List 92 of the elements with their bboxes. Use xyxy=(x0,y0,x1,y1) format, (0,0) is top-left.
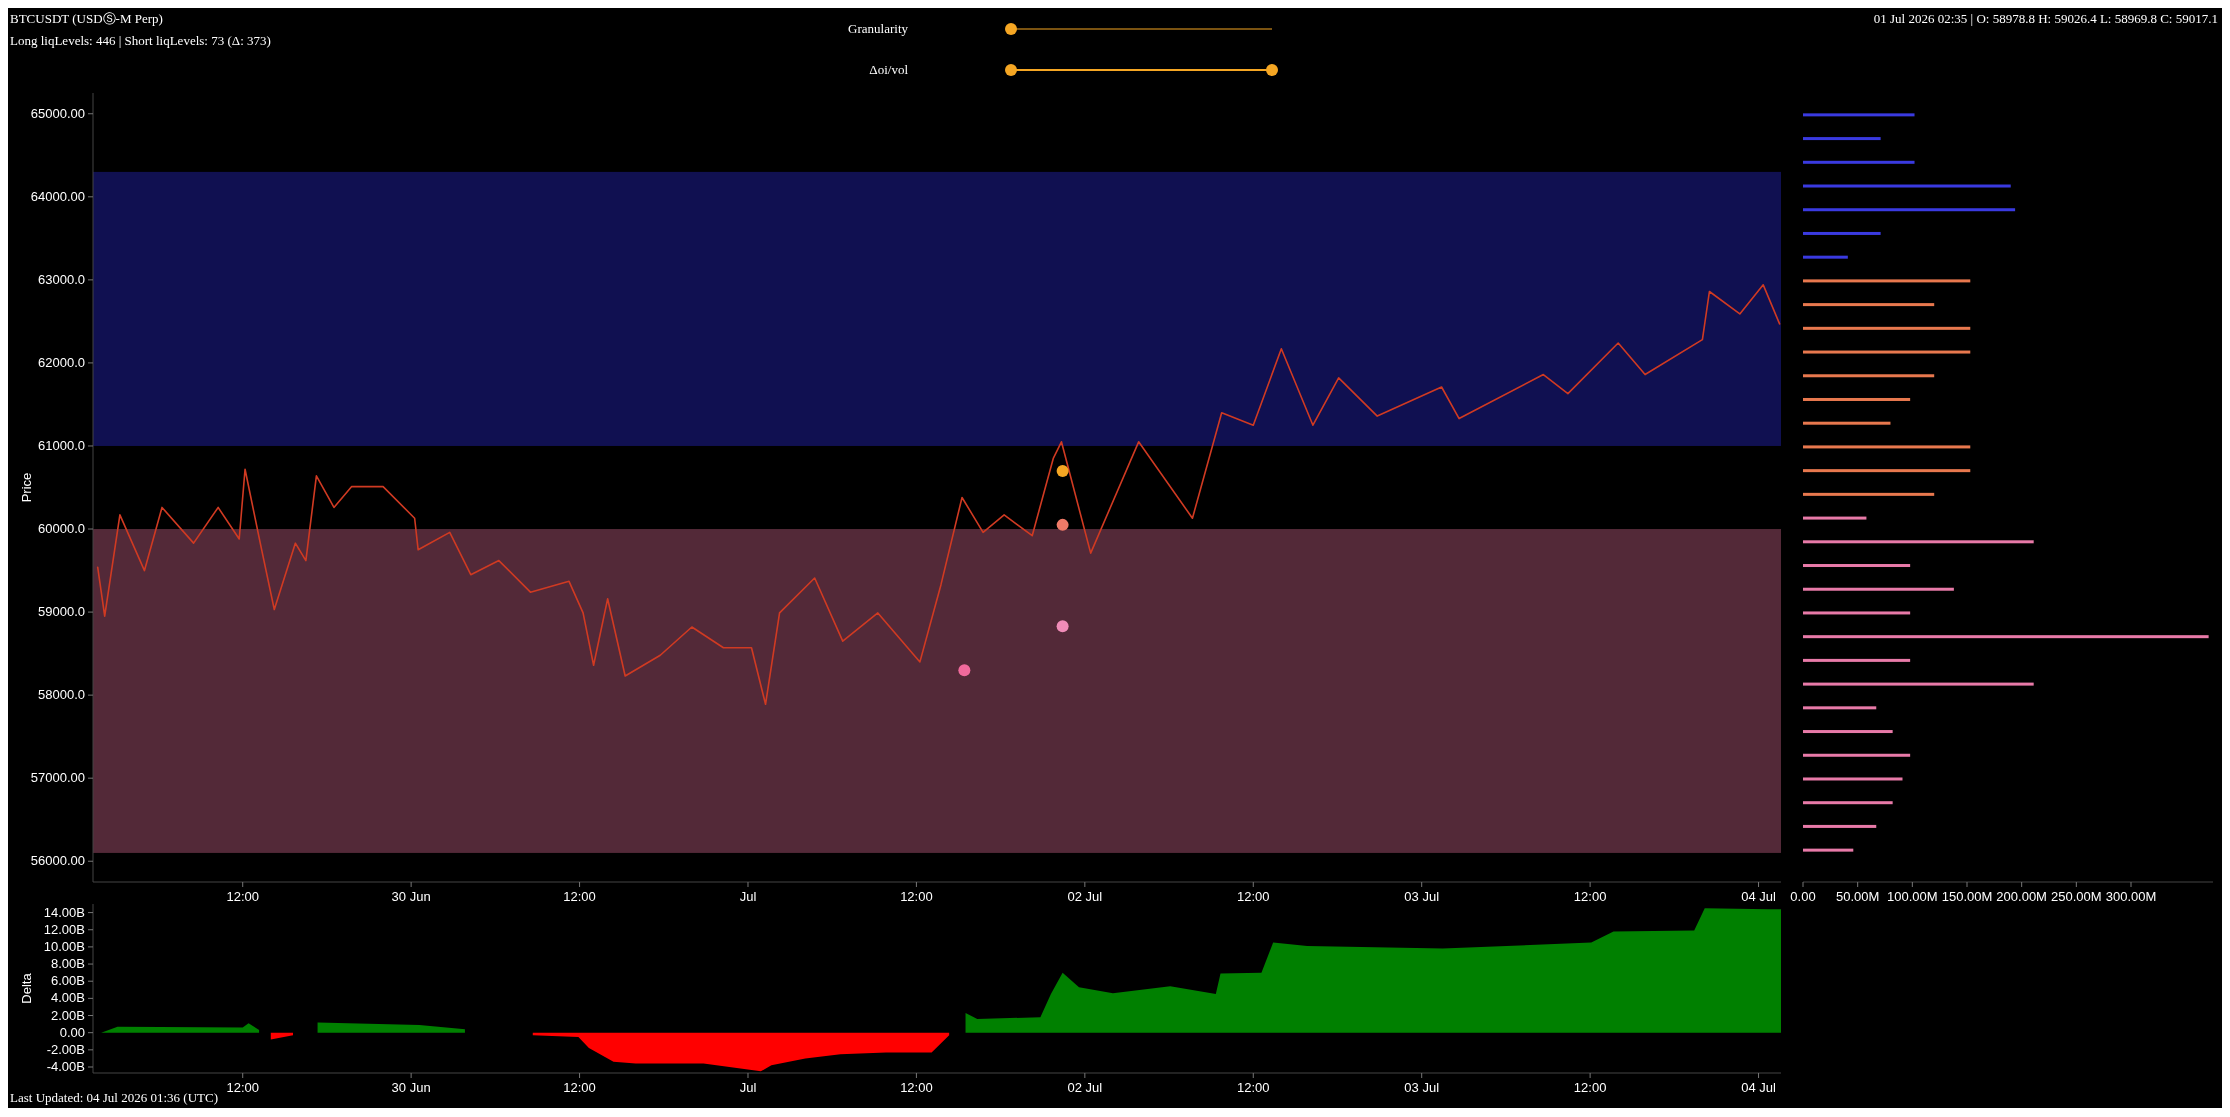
bar xyxy=(1803,374,1935,378)
bar xyxy=(1803,421,1891,425)
x-tick-label: 0.00 xyxy=(1790,889,1816,904)
bar xyxy=(1803,492,1935,496)
bar xyxy=(1803,658,1911,662)
x-tick-label: Jul xyxy=(739,889,757,904)
bar xyxy=(1803,445,1971,449)
y-tick-label: 58000.0 xyxy=(38,687,85,703)
y-axis-title: Price xyxy=(19,472,34,503)
x-tick-label: 04 Jul xyxy=(1741,1080,1776,1095)
x-tick-label: 12:00 xyxy=(563,889,596,904)
y-tick-label: 61000.0 xyxy=(38,437,85,453)
bar xyxy=(1803,113,1915,117)
bar xyxy=(1803,255,1848,259)
bar xyxy=(1803,587,1954,591)
y-tick-label: 62000.0 xyxy=(38,354,85,370)
bar xyxy=(1803,635,2209,639)
point xyxy=(1056,518,1069,531)
point xyxy=(1056,464,1069,477)
y-tick-label: 6.00B xyxy=(51,973,85,989)
x-tick-label: 30 Jun xyxy=(391,889,431,904)
y-tick-label: 8.00B xyxy=(51,956,85,972)
bar xyxy=(1803,611,1911,615)
x-tick-label: 04 Jul xyxy=(1741,889,1776,904)
chart-title: BTCUSDT (USDⓈ-M Perp) xyxy=(10,11,163,26)
y-tick-label: 57000.00 xyxy=(30,770,85,786)
y-tick-label: 4.00B xyxy=(51,990,85,1006)
bar xyxy=(1803,848,1854,852)
x-tick-label: 12:00 xyxy=(1573,889,1607,904)
x-tick-label: 300.00M xyxy=(2105,889,2157,904)
y-tick-label: 12.00B xyxy=(43,921,85,937)
x-tick-label: 02 Jul xyxy=(1067,1080,1103,1095)
bar xyxy=(1803,540,2034,544)
bar xyxy=(1803,753,1911,757)
bar xyxy=(1803,730,1893,734)
x-tick-label: 50.00M xyxy=(1835,889,1880,904)
point xyxy=(958,664,971,677)
text: Last Updated: 04 Jul 2026 01:36 (UTC) xyxy=(10,1090,218,1105)
y-tick-label: 60000.0 xyxy=(38,521,85,537)
x-tick-label: 12:00 xyxy=(1236,889,1270,904)
y-tick-label: 2.00B xyxy=(51,1007,85,1023)
bar xyxy=(1803,184,2011,188)
x-tick-label: 03 Jul xyxy=(1404,1080,1440,1095)
point xyxy=(1056,620,1069,633)
x-tick-label: 12:00 xyxy=(226,889,259,904)
x-tick-label: 12:00 xyxy=(900,1080,933,1095)
y-tick-label: 65000.00 xyxy=(30,105,85,121)
y-tick-label: -4.00B xyxy=(46,1058,85,1074)
x-tick-label: 12:00 xyxy=(226,1080,259,1095)
bar xyxy=(1803,326,1971,330)
bar xyxy=(1803,824,1877,828)
bar xyxy=(1803,777,1903,781)
bar xyxy=(1803,137,1881,141)
x-tick-label: 150.00M xyxy=(1941,889,1993,904)
x-tick-label: 12:00 xyxy=(563,1080,596,1095)
y-tick-label: 56000.00 xyxy=(30,853,85,869)
x-tick-label: 03 Jul xyxy=(1404,889,1440,904)
bar xyxy=(1803,516,1867,520)
bar xyxy=(1803,706,1877,710)
y-tick-label: 59000.0 xyxy=(38,604,85,620)
chart-subtitle: Long liqLevels: 446 | Short liqLevels: 73 (Δ: 373) xyxy=(10,33,271,48)
bar xyxy=(1803,231,1881,235)
x-tick-label: 02 Jul xyxy=(1067,889,1103,904)
y-axis-title: Delta xyxy=(19,972,34,1004)
y-tick-label: 0.00 xyxy=(59,1024,85,1040)
x-tick-label: 12:00 xyxy=(1573,1080,1607,1095)
y-tick-label: 10.00B xyxy=(43,938,85,954)
bar xyxy=(1803,303,1935,307)
bar xyxy=(1803,397,1911,401)
x-tick-label: 12:00 xyxy=(1236,1080,1270,1095)
bar xyxy=(1803,350,1971,354)
x-tick-label: 30 Jun xyxy=(391,1080,431,1095)
x-tick-label: 100.00M xyxy=(1887,889,1938,904)
bar xyxy=(1803,801,1893,805)
x-tick-label: 250.00M xyxy=(2051,889,2102,904)
bar xyxy=(1803,160,1915,164)
text: 01 Jul 2026 02:35 | O: 58978.8 H: 59026.4 L: 58969.8 C: 59017.1 xyxy=(1873,11,2218,26)
y-tick-label: -2.00B xyxy=(46,1041,85,1057)
y-tick-label: 63000.0 xyxy=(38,271,85,287)
y-tick-label: 64000.00 xyxy=(30,188,85,204)
text: Δoi/vol xyxy=(869,62,909,77)
y-tick-label: 14.00B xyxy=(43,904,85,920)
line-series xyxy=(96,284,1781,706)
bar xyxy=(1803,279,1971,283)
x-tick-label: 12:00 xyxy=(900,889,933,904)
x-tick-label: 200.00M xyxy=(1996,889,2047,904)
bar xyxy=(1803,208,2016,212)
bar xyxy=(1803,682,2034,686)
x-tick-label: Jul xyxy=(739,1080,757,1095)
text: Granularity xyxy=(848,21,909,36)
bar xyxy=(1803,469,1971,473)
bar xyxy=(1803,564,1911,568)
